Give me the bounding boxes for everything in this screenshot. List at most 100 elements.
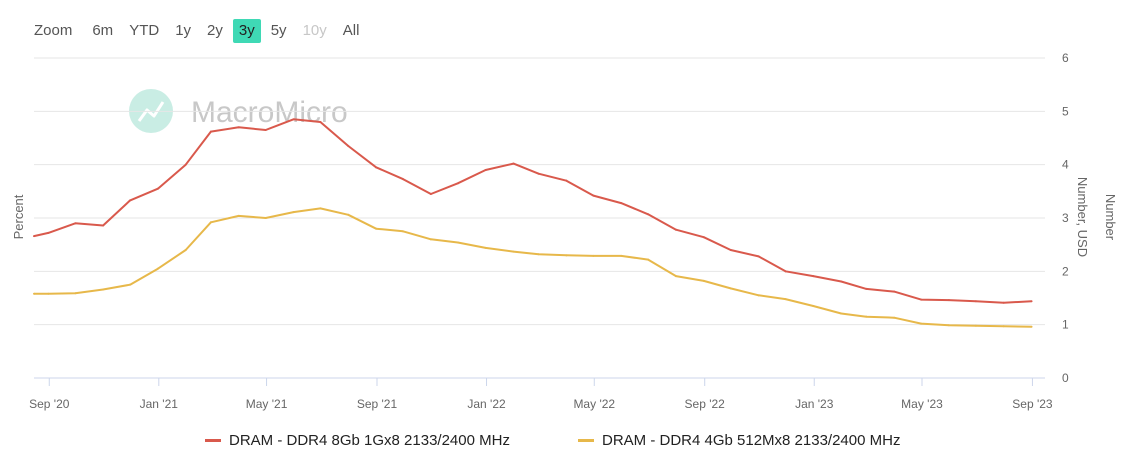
data-point bbox=[33, 235, 35, 238]
range-button-all[interactable]: All bbox=[342, 22, 360, 39]
data-point bbox=[865, 315, 868, 318]
data-point bbox=[456, 182, 459, 185]
data-point bbox=[512, 162, 515, 165]
data-point bbox=[702, 279, 705, 282]
data-point bbox=[74, 292, 77, 295]
x-tick-label: Sep '20 bbox=[29, 397, 70, 411]
data-point bbox=[47, 292, 50, 295]
x-tick-label: Jan '21 bbox=[140, 397, 179, 411]
data-point bbox=[264, 129, 267, 131]
data-point bbox=[565, 254, 568, 257]
range-button-5y[interactable]: 5y bbox=[270, 22, 287, 39]
data-point bbox=[920, 322, 923, 325]
data-point bbox=[484, 169, 487, 171]
data-point bbox=[102, 288, 105, 291]
data-point bbox=[292, 118, 295, 121]
range-selector: Zoom 6m YTD 1y 2y 3y 5y 10y All bbox=[28, 18, 369, 44]
data-point bbox=[674, 275, 677, 278]
y-tick-label: 2 bbox=[1062, 264, 1069, 278]
x-tick-label: Jan '23 bbox=[795, 397, 834, 411]
series-lines bbox=[33, 118, 1033, 328]
data-point bbox=[947, 324, 950, 327]
range-button-10y: 10y bbox=[302, 22, 327, 39]
data-point bbox=[537, 172, 540, 175]
legend: DRAM - DDR4 8Gb 1Gx8 2133/2400 MHz DRAM -… bbox=[0, 432, 1125, 454]
data-point bbox=[893, 316, 896, 319]
data-point bbox=[184, 163, 187, 166]
data-point bbox=[592, 254, 595, 257]
data-point bbox=[974, 300, 977, 303]
legend-item-2[interactable]: DRAM - DDR4 4Gb 512Mx8 2133/2400 MHz bbox=[578, 432, 900, 449]
data-point bbox=[264, 217, 267, 219]
data-point bbox=[484, 246, 487, 249]
legend-swatch bbox=[205, 439, 221, 442]
data-point bbox=[893, 290, 896, 293]
data-point bbox=[347, 213, 350, 216]
y-axis: 0 1 2 3 4 5 6 bbox=[1062, 51, 1069, 385]
x-axis: Sep '20 Jan '21 May '21 Sep '21 Jan '22 May '… bbox=[29, 377, 1053, 411]
data-point bbox=[674, 228, 677, 231]
series-line bbox=[34, 207, 1032, 328]
data-point bbox=[209, 130, 212, 133]
range-button-1y[interactable]: 1y bbox=[175, 22, 192, 39]
zoom-label: Zoom bbox=[34, 22, 73, 39]
chart-area: MacroMicro Sep '20 Jan '21 May '21 Sep '21 J… bbox=[11, 51, 1118, 411]
data-point bbox=[647, 213, 650, 216]
series-2 bbox=[33, 207, 1033, 328]
y-tick-label: 5 bbox=[1062, 104, 1069, 118]
data-point bbox=[784, 270, 787, 273]
data-point bbox=[347, 145, 350, 147]
data-point bbox=[319, 121, 322, 123]
data-point bbox=[812, 305, 815, 307]
range-button-3y[interactable]: 3y bbox=[232, 19, 261, 43]
data-point bbox=[947, 299, 950, 302]
data-point bbox=[129, 283, 132, 286]
y-axis-title-left: Percent bbox=[11, 194, 26, 239]
y-axis-title-right-1: Number, USD bbox=[1075, 177, 1090, 257]
data-point bbox=[102, 224, 105, 227]
data-point bbox=[565, 179, 568, 182]
data-point bbox=[1030, 300, 1033, 303]
data-point bbox=[784, 298, 787, 301]
legend-label: DRAM - DDR4 8Gb 1Gx8 2133/2400 MHz bbox=[229, 432, 510, 449]
data-point bbox=[757, 294, 760, 297]
data-point bbox=[757, 255, 760, 258]
data-point bbox=[974, 324, 977, 327]
data-point bbox=[292, 211, 295, 214]
y-tick-label: 4 bbox=[1062, 158, 1069, 172]
data-point bbox=[620, 254, 623, 257]
data-point bbox=[237, 214, 240, 217]
data-point bbox=[402, 178, 405, 181]
gridlines bbox=[34, 57, 1045, 379]
data-point bbox=[620, 202, 623, 205]
x-tick-label: Sep '23 bbox=[1012, 397, 1053, 411]
range-button-6m[interactable]: 6m bbox=[92, 22, 114, 39]
y-axis-title-right-2: Number bbox=[1103, 194, 1118, 241]
x-tick-label: Sep '21 bbox=[357, 397, 398, 411]
data-point bbox=[647, 258, 650, 261]
range-button-ytd[interactable]: YTD bbox=[129, 22, 160, 39]
data-point bbox=[920, 298, 923, 301]
x-tick-label: May '22 bbox=[573, 397, 615, 411]
data-point bbox=[840, 312, 843, 315]
legend-item-1[interactable]: DRAM - DDR4 8Gb 1Gx8 2133/2400 MHz bbox=[205, 432, 510, 449]
data-point bbox=[33, 292, 35, 295]
data-point bbox=[729, 287, 732, 290]
data-point bbox=[209, 221, 212, 224]
legend-label: DRAM - DDR4 4Gb 512Mx8 2133/2400 MHz bbox=[602, 432, 901, 449]
data-point bbox=[1002, 301, 1005, 304]
y-tick-label: 6 bbox=[1062, 51, 1069, 65]
series-line bbox=[33, 118, 1032, 304]
data-point bbox=[375, 227, 378, 230]
x-tick-label: May '23 bbox=[901, 397, 943, 411]
data-point bbox=[865, 287, 868, 290]
data-point bbox=[402, 230, 405, 233]
legend-swatch bbox=[578, 439, 594, 442]
x-tick-label: Sep '22 bbox=[685, 397, 726, 411]
range-button-2y[interactable]: 2y bbox=[207, 22, 223, 39]
data-point bbox=[1030, 325, 1033, 328]
series-1 bbox=[33, 118, 1033, 304]
y-tick-label: 1 bbox=[1062, 318, 1069, 332]
data-point bbox=[429, 193, 432, 195]
data-point bbox=[729, 249, 732, 251]
